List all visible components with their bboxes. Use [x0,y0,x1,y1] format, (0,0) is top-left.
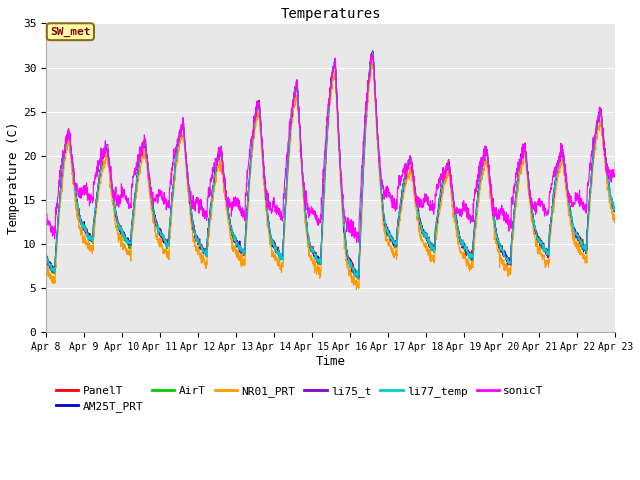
Text: SW_met: SW_met [50,26,91,37]
X-axis label: Time: Time [316,355,346,368]
Y-axis label: Temperature (C): Temperature (C) [7,122,20,234]
Title: Temperatures: Temperatures [280,7,381,21]
Legend: PanelT, AM25T_PRT, AirT, NR01_PRT, li75_t, li77_temp, sonicT: PanelT, AM25T_PRT, AirT, NR01_PRT, li75_… [51,381,548,417]
